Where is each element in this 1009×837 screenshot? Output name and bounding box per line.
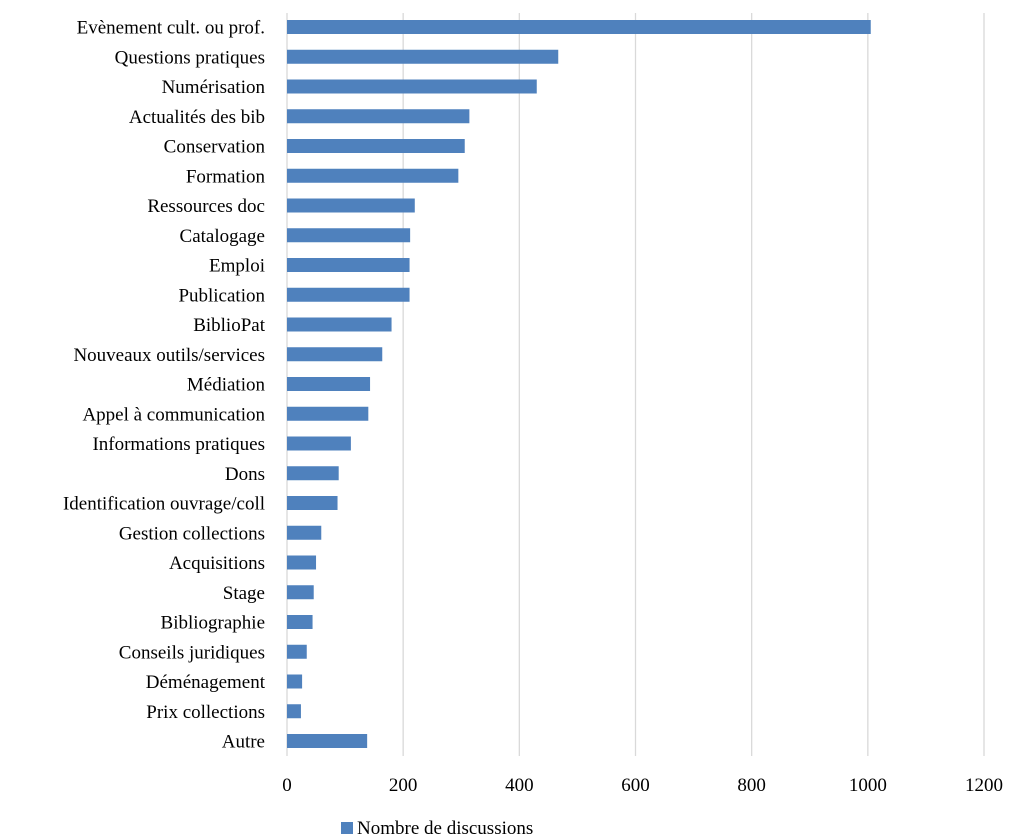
bar-4 (287, 139, 465, 153)
x-tick-label-400: 400 (505, 775, 534, 796)
category-label-20: Bibliographie (161, 613, 265, 634)
bar-13 (287, 406, 369, 421)
category-label-9: Publication (178, 285, 265, 306)
category-label-4: Conservation (164, 137, 266, 158)
bar-11 (287, 347, 383, 362)
category-label-18: Acquisitions (169, 553, 265, 574)
category-label-19: Stage (223, 583, 265, 604)
bar-14 (287, 436, 351, 451)
x-tick-label-1200: 1200 (965, 775, 1003, 796)
bar-1 (287, 49, 559, 64)
category-label-1: Questions pratiques (115, 47, 265, 68)
gridlines (286, 13, 985, 756)
bar-17 (287, 525, 322, 540)
category-label-21: Conseils juridiques (119, 642, 265, 663)
x-tick-label-1000: 1000 (849, 775, 887, 796)
bar-23 (287, 704, 301, 719)
category-label-0: Evènement cult. ou prof. (77, 18, 265, 39)
bar-21 (287, 644, 307, 659)
category-label-12: Médiation (187, 375, 266, 396)
bar-18 (287, 555, 317, 570)
x-tick-label-0: 0 (282, 775, 292, 796)
category-label-7: Catalogage (180, 226, 265, 247)
category-labels: Evènement cult. ou prof. Questions pratiq… (63, 18, 266, 753)
x-tick-label-800: 800 (737, 775, 766, 796)
x-tick-label-200: 200 (389, 775, 418, 796)
bar-20 (287, 615, 313, 629)
bar-19 (287, 585, 314, 600)
bar-3 (287, 109, 470, 124)
category-label-14: Informations pratiques (92, 434, 265, 455)
category-label-23: Prix collections (146, 702, 265, 723)
bar-9 (287, 287, 410, 302)
bar-6 (287, 198, 415, 213)
category-label-5: Formation (186, 166, 266, 187)
bar-2 (287, 79, 537, 94)
x-tick-labels: 0 200 400 600 800 1000 1200 (282, 775, 1003, 796)
category-label-2: Numérisation (162, 77, 266, 98)
bar-24 (287, 734, 368, 748)
category-label-13: Appel à communication (82, 404, 265, 425)
x-tick-label-600: 600 (621, 775, 650, 796)
legend-label: Nombre de discussions (357, 818, 533, 837)
category-label-24: Autre (222, 732, 265, 753)
category-label-17: Gestion collections (119, 523, 265, 544)
bar-7 (287, 228, 411, 243)
bar-12 (287, 377, 371, 391)
bar-10 (287, 317, 392, 332)
legend-swatch (341, 822, 353, 834)
category-label-16: Identification ouvrage/coll (63, 494, 265, 515)
category-label-3: Actualités des bib (129, 107, 265, 128)
category-label-8: Emploi (209, 256, 265, 277)
bar-22 (287, 674, 303, 689)
bar-16 (287, 496, 338, 510)
category-label-15: Dons (225, 464, 265, 485)
bar-15 (287, 466, 339, 481)
bar-0 (287, 20, 871, 34)
bar-8 (287, 258, 410, 272)
category-label-11: Nouveaux outils/services (73, 345, 265, 366)
legend: Nombre de discussions (341, 818, 533, 837)
category-label-22: Déménagement (146, 672, 266, 693)
category-label-10: BiblioPat (193, 315, 266, 336)
bar-series (287, 20, 871, 748)
bar-5 (287, 168, 459, 183)
category-label-6: Ressources doc (147, 196, 265, 217)
